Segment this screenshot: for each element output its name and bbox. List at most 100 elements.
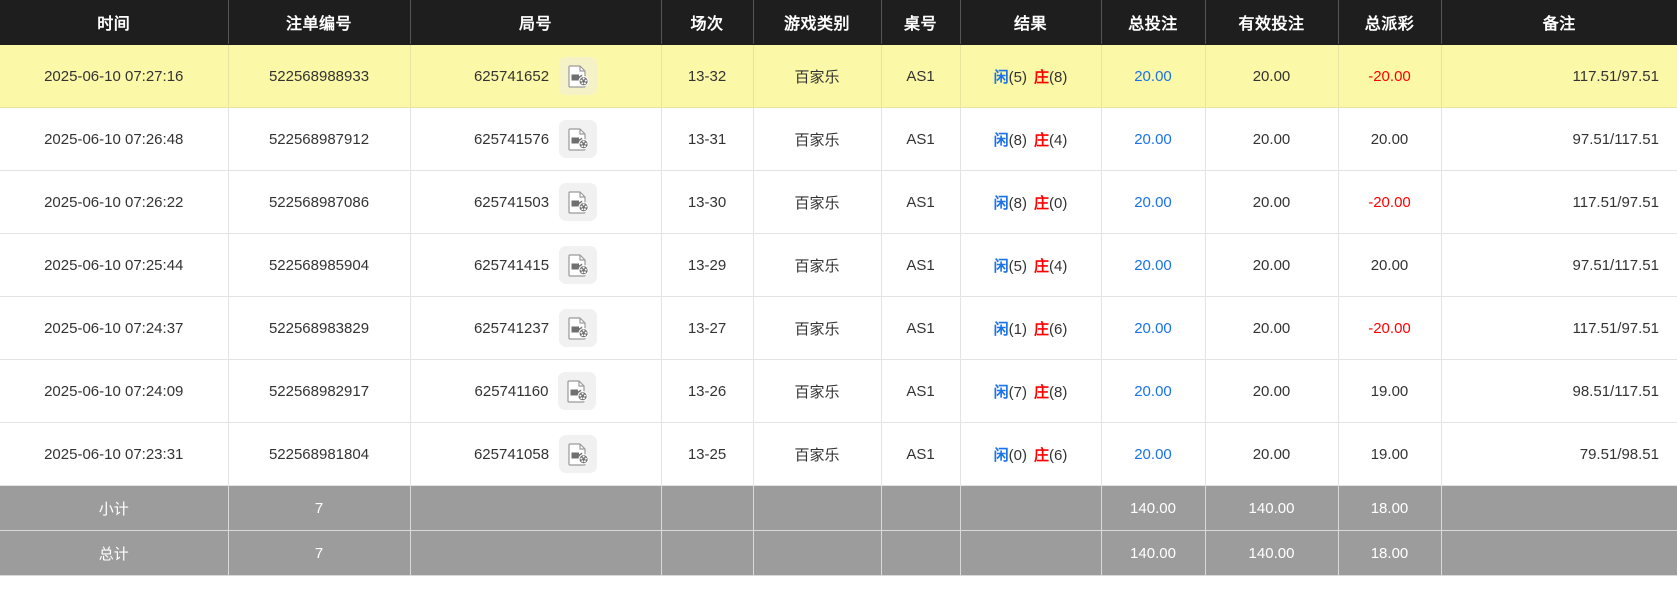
summary-total-bet: 140.00 [1101,485,1206,531]
summary-total-payout: 18.00 [1338,530,1442,576]
table-row[interactable]: 2025-06-10 07:24:09 522568982917 625741160… [0,359,1677,423]
table-row[interactable]: 2025-06-10 07:24:37 522568983829 625741237… [0,296,1677,360]
summary-remark [1441,485,1677,531]
cell-remark: 97.51/117.51 [1441,233,1677,297]
video-replay-icon[interactable] [559,309,598,347]
video-replay-icon[interactable] [559,57,598,95]
cell-total-payout: 20.00 [1338,107,1442,171]
summary-label: 小计 [0,485,229,531]
cell-game-type: 百家乐 [753,170,882,234]
cell-result: 闲(7) 庄(8) [960,359,1102,423]
summary-shoe [661,530,754,576]
result-player-value: (7) [1008,383,1027,401]
summary-round-no [410,530,662,576]
column-header-remark[interactable]: 备注 [1441,0,1677,45]
video-replay-icon[interactable] [559,120,598,158]
cell-round-no: 625741160 [410,359,662,423]
total-payout-amount: -20.00 [1368,319,1411,337]
video-replay-icon[interactable] [559,435,598,473]
table-row[interactable]: 2025-06-10 07:26:22 522568987086 625741503… [0,170,1677,234]
cell-game-type: 百家乐 [753,233,882,297]
cell-result: 闲(8) 庄(4) [960,107,1102,171]
cell-table-no: AS1 [881,296,961,360]
cell-table-no: AS1 [881,233,961,297]
cell-time: 2025-06-10 07:24:09 [0,359,229,423]
table-row[interactable]: 2025-06-10 07:26:48 522568987912 625741576… [0,107,1677,171]
video-replay-icon[interactable] [559,246,598,284]
total-payout-amount: -20.00 [1368,67,1411,85]
total-payout-amount: 19.00 [1370,445,1409,463]
column-header-result[interactable]: 结果 [960,0,1102,45]
cell-bet-id: 522568981804 [228,422,411,486]
cell-total-bet: 20.00 [1101,170,1206,234]
total-payout-amount: 19.00 [1370,382,1409,400]
cell-valid-bet: 20.00 [1205,359,1339,423]
result-player-value: (5) [1008,257,1027,275]
result-banker-value: (6) [1049,320,1068,338]
column-header-shoe[interactable]: 场次 [661,0,754,45]
column-header-round_no[interactable]: 局号 [410,0,662,45]
result-wrapper: 闲(0) 庄(6) [994,444,1068,465]
cell-round-no: 625741576 [410,107,662,171]
cell-result: 闲(1) 庄(6) [960,296,1102,360]
column-header-table_no[interactable]: 桌号 [881,0,961,45]
result-banker-label: 庄 [1034,131,1050,149]
result-banker-label: 庄 [1034,446,1050,464]
round-no-wrapper: 625741652 [473,57,598,95]
result-player-value: (8) [1008,131,1027,149]
cell-game-type: 百家乐 [753,422,882,486]
table-row[interactable]: 2025-06-10 07:23:31 522568981804 625741058… [0,422,1677,486]
cell-total-payout: -20.00 [1338,44,1442,108]
round-no-wrapper: 625741576 [473,120,598,158]
cell-total-bet: 20.00 [1101,44,1206,108]
summary-result [960,485,1102,531]
cell-bet-id: 522568985904 [228,233,411,297]
cell-round-no: 625741503 [410,170,662,234]
cell-total-bet: 20.00 [1101,296,1206,360]
cell-bet-id: 522568983829 [228,296,411,360]
cell-game-type: 百家乐 [753,44,882,108]
cell-shoe: 13-29 [661,233,754,297]
round-no-text: 625741652 [473,67,550,85]
cell-valid-bet: 20.00 [1205,233,1339,297]
cell-total-payout: 20.00 [1338,233,1442,297]
total-bet-amount: 20.00 [1134,130,1172,148]
table-row[interactable]: 2025-06-10 07:27:16 522568988933 625741652… [0,44,1677,108]
summary-total-payout: 18.00 [1338,485,1442,531]
cell-time: 2025-06-10 07:26:22 [0,170,229,234]
column-header-bet_id[interactable]: 注单编号 [228,0,411,45]
result-player-label: 闲 [993,131,1009,149]
cell-result: 闲(8) 庄(0) [960,170,1102,234]
cell-round-no: 625741652 [410,44,662,108]
total-payout-amount: 20.00 [1370,256,1409,274]
summary-shoe [661,485,754,531]
cell-bet-id: 522568987912 [228,107,411,171]
cell-time: 2025-06-10 07:26:48 [0,107,229,171]
round-no-text: 625741576 [473,130,550,148]
cell-valid-bet: 20.00 [1205,107,1339,171]
summary-result [960,530,1102,576]
cell-remark: 117.51/97.51 [1441,170,1677,234]
cell-time: 2025-06-10 07:25:44 [0,233,229,297]
result-wrapper: 闲(8) 庄(4) [994,129,1068,150]
result-banker-value: (8) [1049,68,1068,86]
column-header-total_payout[interactable]: 总派彩 [1338,0,1442,45]
summary-game-type [753,485,882,531]
cell-table-no: AS1 [881,170,961,234]
round-no-wrapper: 625741415 [473,246,598,284]
video-replay-icon[interactable] [559,183,598,221]
table-row[interactable]: 2025-06-10 07:25:44 522568985904 625741415… [0,233,1677,297]
total-bet-amount: 20.00 [1134,382,1172,400]
result-banker-value: (4) [1049,257,1068,275]
column-header-valid_bet[interactable]: 有效投注 [1205,0,1339,45]
cell-shoe: 13-26 [661,359,754,423]
video-replay-icon[interactable] [558,372,597,410]
result-wrapper: 闲(8) 庄(0) [994,192,1068,213]
column-header-game_type[interactable]: 游戏类别 [753,0,882,45]
round-no-text: 625741415 [473,256,550,274]
cell-remark: 117.51/97.51 [1441,296,1677,360]
total-bet-amount: 20.00 [1134,256,1172,274]
column-header-time[interactable]: 时间 [0,0,229,45]
column-header-total_bet[interactable]: 总投注 [1101,0,1206,45]
result-banker-label: 庄 [1034,320,1050,338]
